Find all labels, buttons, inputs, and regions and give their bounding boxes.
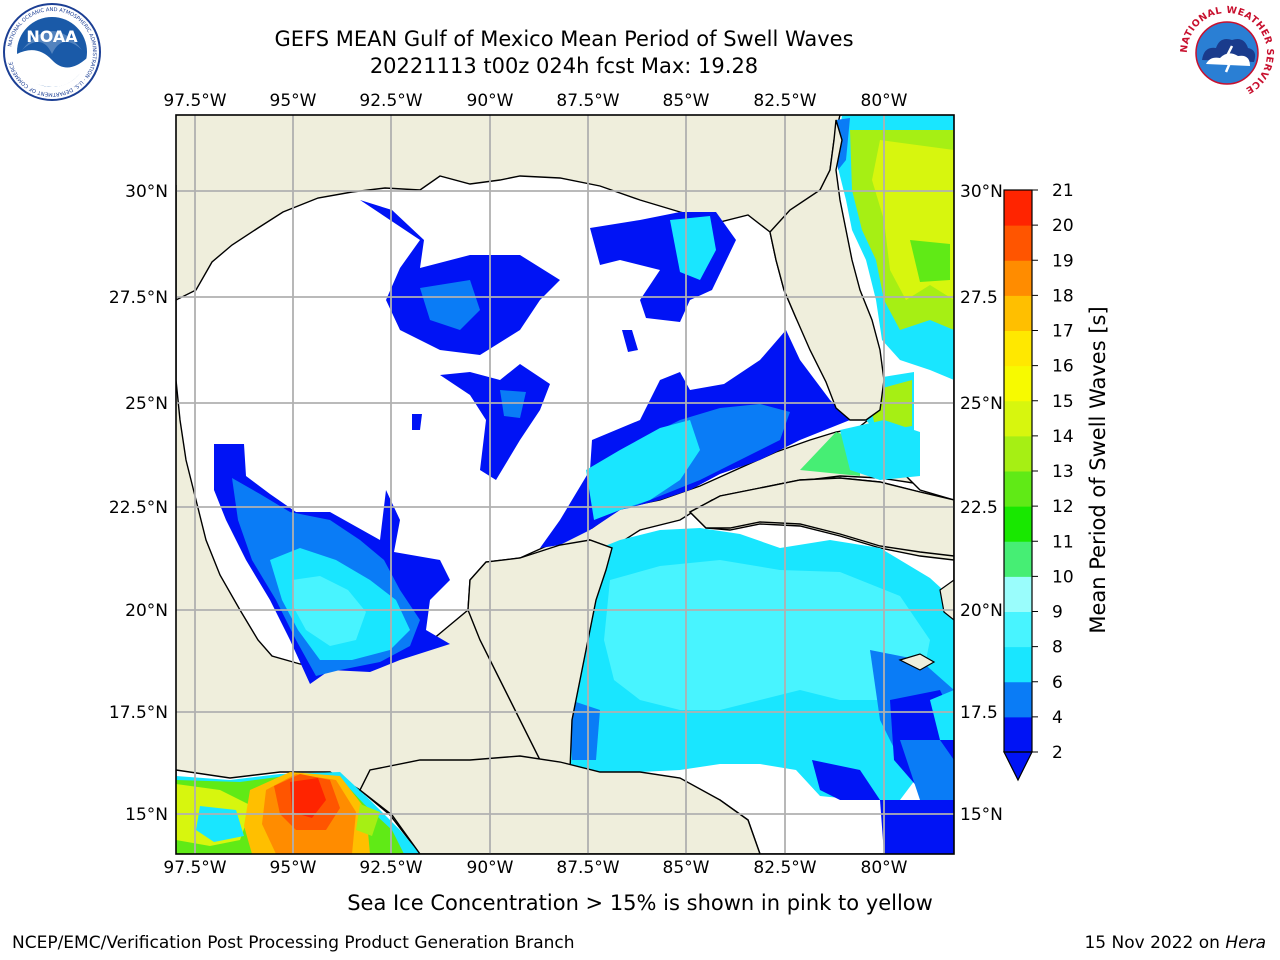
lat-labels-left: 30°N 27.5°N 25°N 22.5°N 20°N 17.5°N 15°N	[109, 182, 168, 825]
colorbar-segment	[1004, 646, 1032, 683]
lon-label-top: 95°W	[270, 91, 317, 111]
lat-label-right: 17.5	[960, 703, 998, 723]
colorbar-segment	[1004, 506, 1032, 542]
lon-label-bottom: 92.5°W	[359, 858, 422, 878]
colorbar-segment	[1004, 471, 1032, 507]
lon-label-bottom: 95°W	[270, 858, 317, 878]
central-america	[359, 755, 761, 854]
colorbar-tick-label: 2	[1052, 743, 1063, 763]
graticule	[176, 115, 954, 854]
lat-label-right: 22.5	[960, 498, 998, 518]
lon-label-bottom: 87.5°W	[556, 858, 619, 878]
colorbar: 2 4 6 8 9 10 11 12 13 14 15 16 17 18 19 20 21	[1003, 181, 1074, 782]
plot-subtitle: 20221113 t00z 024h fcst Max: 19.28	[369, 54, 759, 78]
lon-label-bottom: 97.5°W	[163, 858, 226, 878]
lon-labels-top: 97.5°W 95°W 92.5°W 90°W 87.5°W 85°W 82.5…	[163, 91, 907, 111]
colorbar-segment	[1004, 576, 1032, 612]
colorbar-tick-label: 6	[1052, 673, 1063, 693]
colorbar-label: Mean Period of Swell Waves [s]	[1086, 306, 1110, 634]
lat-label-left: 22.5°N	[109, 498, 168, 518]
nws-logo: NATIONAL WEATHER SERVICE	[1178, 4, 1276, 102]
colorbar-tick-label: 20	[1052, 216, 1074, 236]
lon-label-top: 85°W	[663, 91, 710, 111]
jamaica	[898, 653, 936, 671]
colorbar-tick-label: 4	[1052, 708, 1063, 728]
colorbar-tick-label: 11	[1052, 532, 1074, 552]
yucatan-peninsula	[467, 539, 613, 771]
colorbar-tick-label: 16	[1052, 357, 1074, 377]
lon-label-top: 92.5°W	[359, 91, 422, 111]
swell-period-field	[176, 115, 954, 854]
lat-label-right: 30°N	[960, 182, 1003, 202]
colorbar-segment	[1004, 225, 1032, 261]
lon-label-top: 97.5°W	[163, 91, 226, 111]
lat-label-left: 25°N	[125, 394, 168, 414]
lat-label-right: 15°N	[960, 805, 1003, 825]
lat-label-right: 27.5	[960, 288, 998, 308]
lat-label-left: 30°N	[125, 182, 168, 202]
lat-label-left: 20°N	[125, 601, 168, 621]
lat-label-right: 20°N	[960, 601, 1003, 621]
lat-label-right: 25°N	[960, 394, 1003, 414]
lat-label-left: 27.5°N	[109, 288, 168, 308]
lon-label-top: 90°W	[467, 91, 514, 111]
colorbar-segment	[1004, 681, 1032, 718]
colorbar-segment	[1004, 435, 1032, 472]
colorbar-segment	[1004, 295, 1032, 331]
lat-label-left: 17.5°N	[109, 703, 168, 723]
lon-label-bottom: 82.5°W	[753, 858, 816, 878]
colorbar-tick-label: 18	[1052, 286, 1074, 306]
lon-label-top: 82.5°W	[753, 91, 816, 111]
footer-credit: NCEP/EMC/Verification Post Processing Pr…	[12, 933, 575, 953]
lon-label-top: 80°W	[861, 91, 908, 111]
cuba-coast	[688, 477, 954, 557]
plot-title: GEFS MEAN Gulf of Mexico Mean Period of …	[274, 27, 854, 51]
sea-ice-note: Sea Ice Concentration > 15% is shown in …	[347, 891, 933, 915]
colorbar-tick-label: 19	[1052, 251, 1074, 271]
colorbar-segment	[1004, 716, 1032, 753]
lon-label-bottom: 90°W	[467, 858, 514, 878]
colorbar-tick-label: 14	[1052, 427, 1074, 447]
colorbar-segment	[1004, 611, 1032, 648]
map-frame	[175, 114, 955, 855]
lat-labels-right: 30°N 27.5 25°N 22.5 20°N 17.5 15°N	[960, 182, 1003, 825]
footer-date: 15 Nov 2022 on Hera	[1084, 933, 1266, 953]
colorbar-segment	[1004, 365, 1032, 402]
colorbar-extend-arrow	[1003, 751, 1033, 782]
colorbar-segment	[1004, 330, 1032, 367]
colorbar-tick-label: 17	[1052, 322, 1074, 342]
colorbar-segment	[1004, 400, 1032, 437]
lon-label-top: 87.5°W	[556, 91, 619, 111]
colorbar-segment	[1004, 260, 1032, 296]
florida-peninsula	[769, 119, 885, 421]
colorbar-segment	[1004, 190, 1032, 226]
map-area	[176, 115, 954, 854]
noaa-logo: NOAA NATIONAL OCEANIC AND ATMOSPHERIC AD…	[3, 3, 101, 101]
colorbar-segment	[1004, 541, 1032, 577]
svg-text:NOAA: NOAA	[26, 27, 78, 46]
colorbar-tick-label: 13	[1052, 462, 1074, 482]
colorbar-tick-label: 12	[1052, 497, 1074, 517]
lon-label-bottom: 85°W	[663, 858, 710, 878]
lat-label-left: 15°N	[125, 805, 168, 825]
colorbar-tick-label: 10	[1052, 567, 1074, 587]
colorbar-tick-label: 21	[1052, 181, 1074, 201]
lon-labels-bottom: 97.5°W 95°W 92.5°W 90°W 87.5°W 85°W 82.5…	[163, 858, 907, 878]
colorbar-tick-label: 9	[1052, 603, 1063, 623]
colorbar-tick-label: 15	[1052, 392, 1074, 412]
lon-label-bottom: 80°W	[861, 858, 908, 878]
colorbar-tick-label: 8	[1052, 638, 1063, 658]
